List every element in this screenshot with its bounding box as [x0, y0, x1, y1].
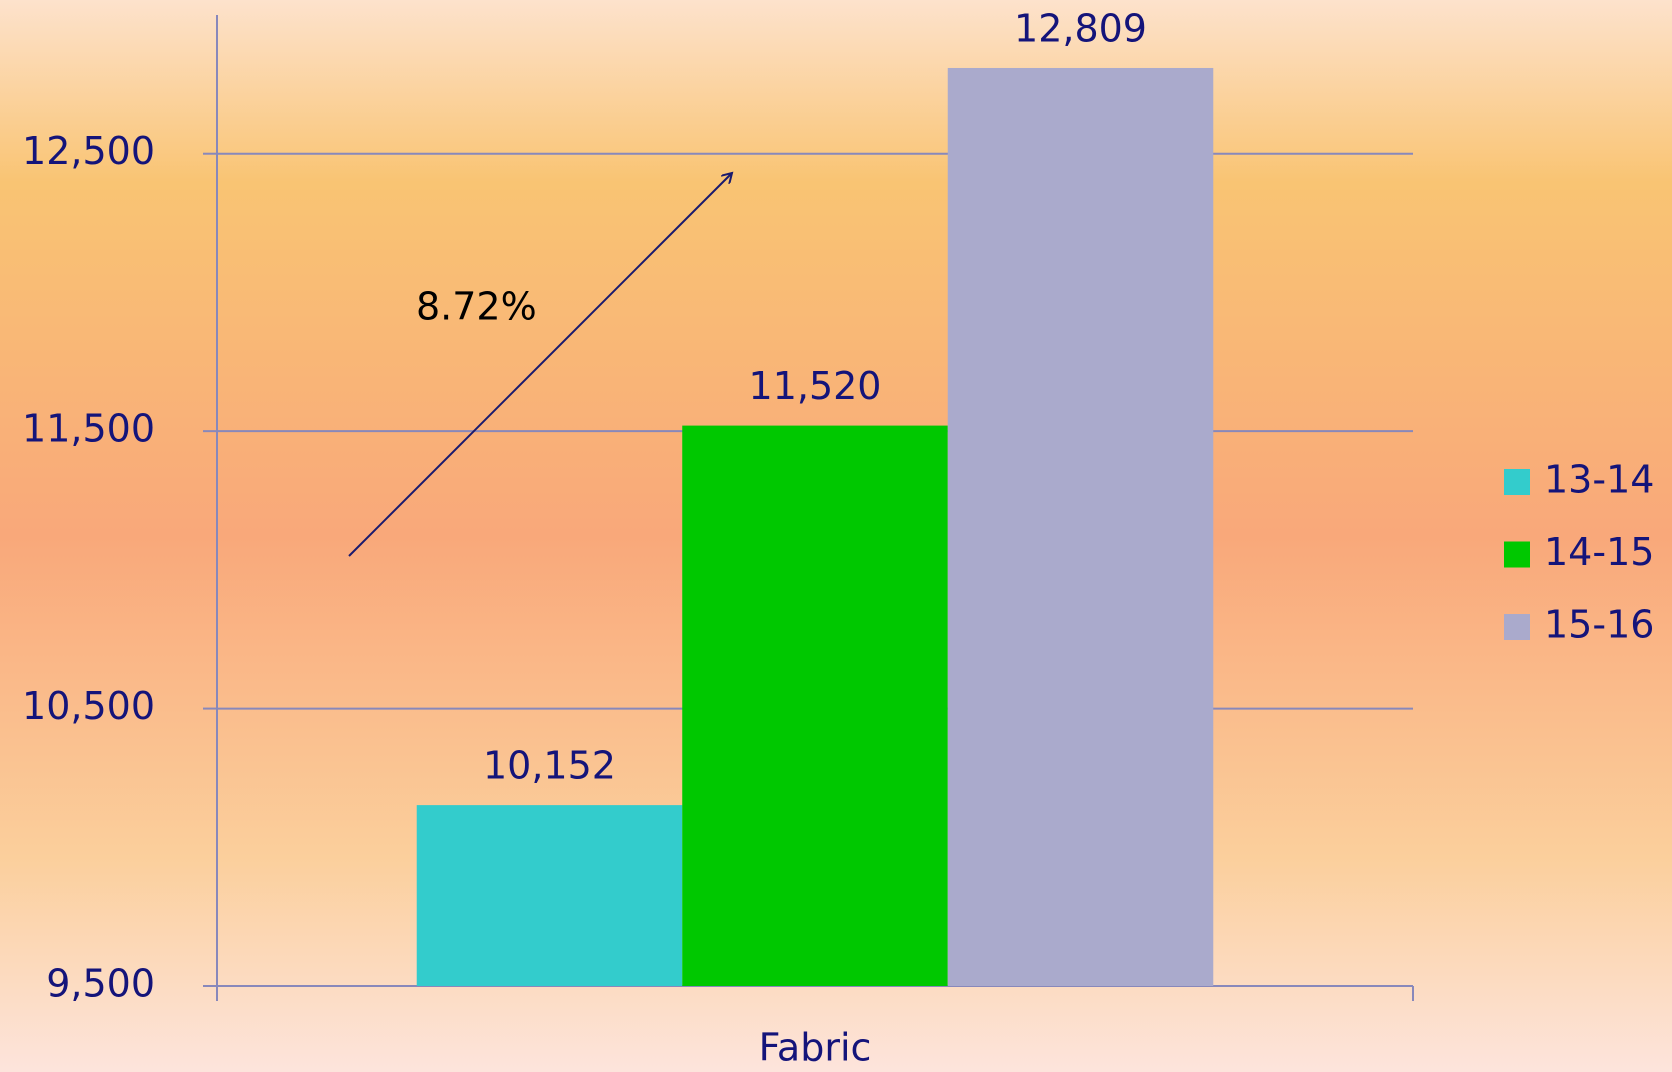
trend-arrow [348, 173, 732, 557]
y-tick-label: 9,500 [46, 962, 155, 1006]
x-tick-label: Fabric [759, 1026, 872, 1070]
legend-label: 13-14 [1544, 458, 1654, 502]
legend-label: 14-15 [1544, 530, 1654, 574]
legend-swatch [1504, 469, 1530, 495]
legend-swatch [1504, 541, 1530, 568]
data-label: 11,520 [749, 364, 882, 408]
y-tick-label: 11,500 [22, 407, 155, 451]
data-label: 12,809 [1014, 6, 1147, 50]
bar [416, 805, 683, 986]
bar [947, 67, 1214, 987]
y-tick-label: 12,500 [22, 129, 155, 173]
bars [416, 67, 1214, 987]
legend-label: 15-16 [1544, 603, 1654, 647]
legend-swatch [1504, 614, 1530, 640]
y-tick-label: 10,500 [22, 684, 155, 728]
data-label: 10,152 [483, 744, 616, 788]
bar [682, 425, 948, 986]
annotation: 8.72% [416, 285, 537, 329]
